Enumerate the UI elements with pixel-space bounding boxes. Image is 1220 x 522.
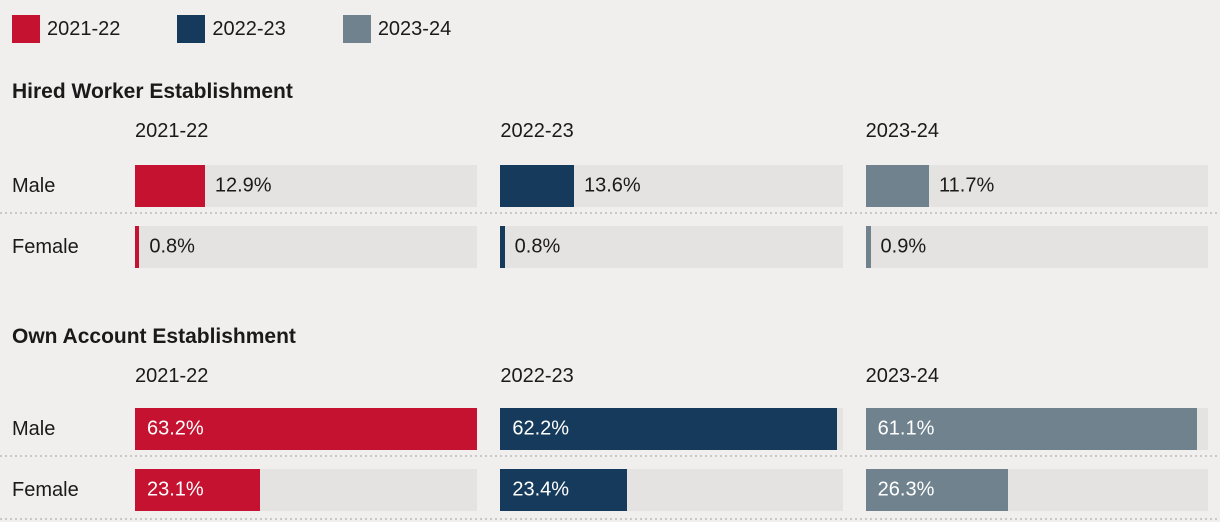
bar-value-label: 62.2% (512, 417, 570, 440)
legend-item-2021-22: 2021-22 (12, 15, 120, 43)
legend: 2021-22 2022-23 2023-24 (12, 15, 1208, 43)
legend-label: 2023-24 (377, 18, 452, 40)
bar-fill (135, 165, 205, 207)
legend-label: 2021-22 (47, 18, 121, 40)
bar-fill (500, 408, 838, 450)
bar-fill (135, 226, 140, 268)
bar-row-male: Male 12.9% 13.6% 11.7% (12, 165, 1208, 207)
row-label: Female (12, 478, 79, 501)
bar-cell: 0.9% (865, 226, 1208, 268)
legend-item-2023-24: 2023-24 (342, 15, 452, 43)
bar-cell: 23.4% (500, 469, 843, 511)
bar-value-label: 0.8% (514, 235, 561, 258)
bar-cell: 0.8% (500, 226, 843, 268)
bar-value-label: 23.1% (147, 478, 204, 501)
bar-value-label: 0.8% (149, 235, 195, 258)
bar-cell: 62.2% (500, 408, 843, 450)
bar-fill (865, 408, 1197, 450)
column-header-year: 2022-23 (500, 365, 574, 387)
bar-value-label: 11.7% (939, 174, 995, 197)
bar-cell: 11.7% (865, 165, 1208, 207)
legend-item-2022-23: 2022-23 (177, 15, 286, 43)
bar-value-label: 0.9% (880, 235, 927, 258)
column-header-year: 2023-24 (865, 365, 940, 387)
bar-fill (135, 408, 478, 450)
bar-row-female: Female 0.8% 0.8% 0.9% (12, 226, 1208, 268)
bar-row-female: Female 23.1% 23.4% 26.3% (12, 469, 1208, 511)
year-header-row: 2021-22 2022-23 2023-24 (12, 120, 1208, 142)
legend-swatch-2022-23 (177, 15, 206, 43)
dotted-separator (0, 212, 1220, 214)
column-header-year: 2023-24 (865, 120, 940, 142)
column-header-year: 2021-22 (135, 120, 209, 142)
legend-label: 2022-23 (212, 18, 286, 40)
bar-fill (865, 165, 930, 207)
bar-cell: 12.9% (135, 165, 478, 207)
row-label: Male (12, 174, 56, 197)
bar-value-label: 26.3% (877, 478, 935, 501)
bar-cell: 13.6% (500, 165, 843, 207)
year-header-row: 2021-22 2022-23 2023-24 (12, 365, 1208, 387)
dotted-separator-bottom (0, 518, 1220, 520)
section-title-own-account: Own Account Establishment (12, 325, 296, 348)
bar-value-label: 13.6% (583, 174, 641, 197)
row-label: Male (12, 417, 56, 440)
bar-cell: 0.8% (135, 226, 478, 268)
bar-value-label: 12.9% (214, 174, 272, 197)
bar-fill (865, 226, 871, 268)
bar-value-label: 63.2% (147, 417, 204, 440)
bar-fill (500, 469, 628, 511)
bar-cell: 61.1% (865, 408, 1208, 450)
bar-fill (500, 165, 574, 207)
dotted-separator (0, 455, 1220, 457)
bar-cell: 26.3% (865, 469, 1208, 511)
column-header-year: 2022-23 (500, 120, 574, 142)
bar-value-label: 23.4% (512, 478, 570, 501)
column-header-year: 2021-22 (135, 365, 209, 387)
legend-swatch-2023-24 (342, 15, 371, 43)
bar-cell: 63.2% (135, 408, 478, 450)
bar-fill (135, 469, 261, 511)
bar-fill (865, 469, 1009, 511)
bar-fill (500, 226, 505, 268)
bar-row-male: Male 63.2% 62.2% 61.1% (12, 408, 1208, 450)
bar-value-label: 61.1% (877, 417, 935, 440)
legend-swatch-2021-22 (12, 15, 40, 43)
section-title-hired-worker: Hired Worker Establishment (12, 80, 293, 103)
row-label: Female (12, 235, 79, 258)
bar-cell: 23.1% (135, 469, 478, 511)
